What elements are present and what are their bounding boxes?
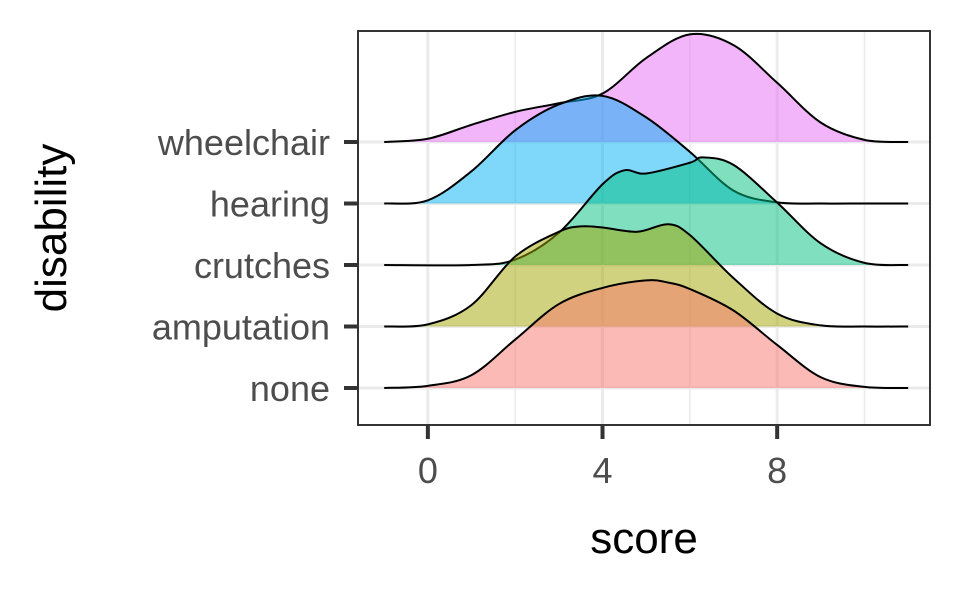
x-tick-label-4: 4 xyxy=(593,450,613,491)
x-axis-title: score xyxy=(590,514,698,563)
ridge-fill-amputation xyxy=(384,224,909,327)
ridge-amputation xyxy=(384,223,909,328)
ridge-outline-wheelchair xyxy=(384,32,909,144)
y-axis-title: disability xyxy=(27,144,76,313)
ridge-fill-hearing xyxy=(384,95,909,204)
ridges xyxy=(384,32,909,390)
y-tick-label-hearing: hearing xyxy=(210,184,330,225)
y-tick-label-crutches: crutches xyxy=(194,245,330,286)
ridge-outline-amputation xyxy=(384,223,909,328)
panel-border xyxy=(357,30,931,426)
ridge-none xyxy=(384,279,909,390)
ridge-wheelchair xyxy=(384,32,909,144)
ridge-outline-none xyxy=(384,279,909,390)
y-tick-label-none: none xyxy=(250,368,330,409)
y-tick-label-amputation: amputation xyxy=(152,307,330,348)
ridge-hearing xyxy=(384,94,909,205)
axes: none amputation crutches hearing wheelchair 0… xyxy=(152,122,787,491)
ridge-fill-crutches xyxy=(384,157,909,266)
x-tick-label-8: 8 xyxy=(767,450,787,491)
ridge-outline-hearing xyxy=(384,94,909,205)
ridge-fill-none xyxy=(384,280,909,389)
y-tick-label-wheelchair: wheelchair xyxy=(157,122,330,163)
ridge-fill-wheelchair xyxy=(384,33,909,143)
x-tick-label-0: 0 xyxy=(418,450,438,491)
